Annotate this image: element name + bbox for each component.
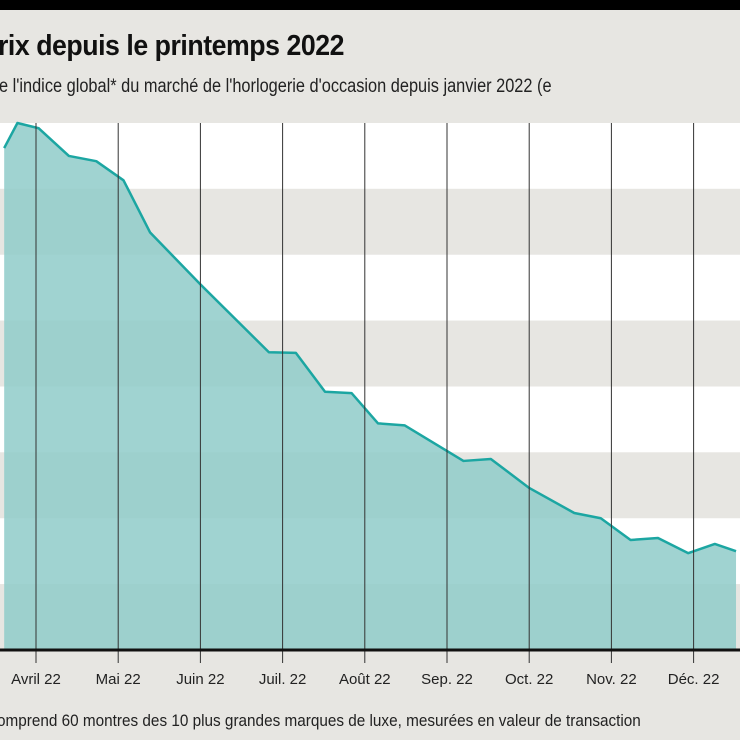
x-tick-label: Nov. 22 <box>586 671 637 688</box>
footnote: omprend 60 montres des 10 plus grandes m… <box>0 711 641 730</box>
x-tick-label: Mai 22 <box>96 671 141 688</box>
area-fill <box>4 123 737 650</box>
x-tick-label: Août 22 <box>339 671 391 688</box>
area-chart: Avril 22 Mai 22 Juin 22 Juil. 22 Août 22 Sep.… <box>0 121 740 688</box>
x-tick-label: Déc. 22 <box>668 671 720 688</box>
x-tick-label: Avril 22 <box>11 671 61 688</box>
chart-subtitle: e l'indice global* du marché de l'horlog… <box>0 76 552 97</box>
x-tick-label: Oct. 22 <box>505 671 553 688</box>
x-tick-label: Juil. 22 <box>259 671 307 688</box>
x-tick-label: Juin 22 <box>176 671 224 688</box>
x-tick-label: Sep. 22 <box>421 671 473 688</box>
top-bar <box>0 0 740 10</box>
chart-title: rix depuis le printemps 2022 <box>0 30 344 62</box>
grid-band <box>0 123 740 189</box>
